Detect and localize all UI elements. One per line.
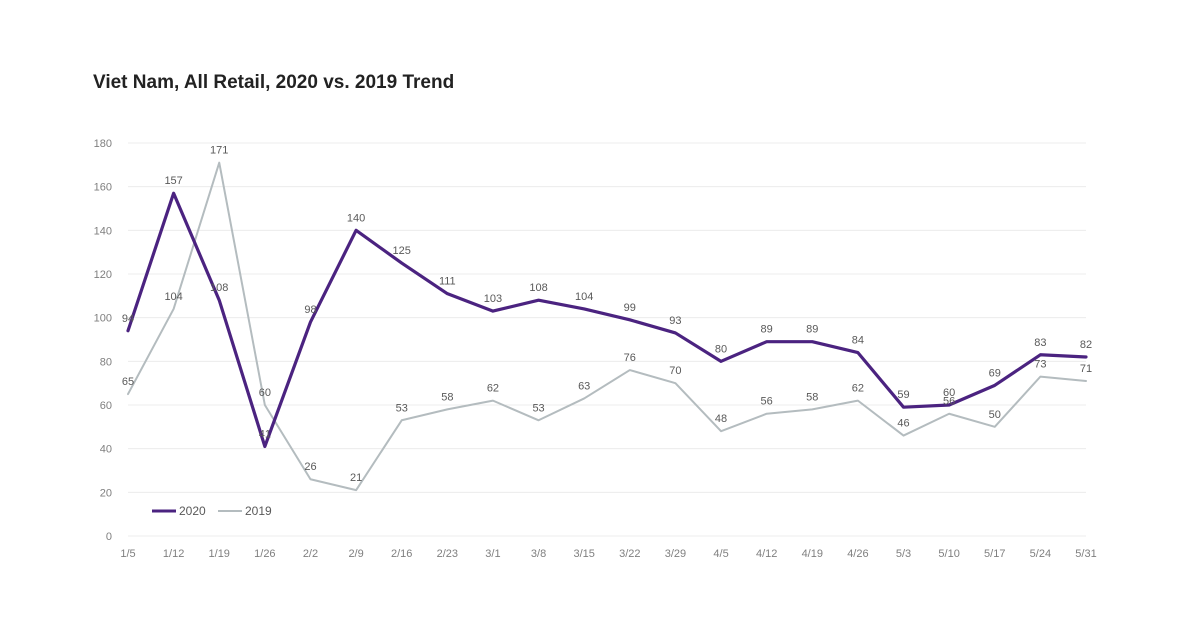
data-label-2020: 140: [347, 212, 365, 224]
data-label-2020: 89: [761, 324, 773, 336]
data-label-2020: 82: [1080, 339, 1092, 351]
data-label-2020: 99: [624, 302, 636, 314]
data-label-2019: 56: [943, 396, 955, 408]
x-tick-label: 2/2: [303, 548, 318, 560]
chart-title: Viet Nam, All Retail, 2020 vs. 2019 Tren…: [93, 72, 455, 93]
series-line-2020: [126, 191, 1088, 449]
legend-label-2019: 2019: [245, 504, 272, 518]
y-tick-label: 120: [94, 269, 112, 281]
data-label-2019: 48: [715, 413, 727, 425]
data-label-2019: 58: [806, 391, 818, 403]
x-tick-label: 5/24: [1030, 548, 1051, 560]
x-tick-label: 1/12: [163, 548, 184, 560]
data-label-2020: 69: [989, 367, 1001, 379]
data-label-2019: 76: [624, 352, 636, 364]
data-label-2020: 80: [715, 343, 727, 355]
data-label-2020: 60: [943, 387, 955, 399]
data-label-2020: 41: [259, 428, 271, 440]
data-label-2020: 84: [852, 335, 864, 347]
x-tick-label: 5/10: [938, 548, 959, 560]
data-label-2020: 125: [393, 245, 411, 257]
data-label-2020: 83: [1034, 337, 1046, 349]
x-tick-label: 3/22: [619, 548, 640, 560]
data-label-2019: 62: [852, 383, 864, 395]
y-axis: 0 20 40 60 80 100 120 140 160 180: [94, 138, 112, 543]
series-lines: [126, 161, 1088, 492]
y-tick-label: 60: [100, 400, 112, 412]
data-label-2019: 71: [1080, 363, 1092, 375]
x-tick-label: 3/1: [485, 548, 500, 560]
x-tick-label: 4/5: [713, 548, 728, 560]
data-label-2020: 104: [575, 291, 593, 303]
data-label-2020: 98: [304, 304, 316, 316]
x-axis: 1/5 1/12 1/19 1/26 2/2 2/9 2/16 2/23 3/1 3/8 3/15 3…: [120, 548, 1096, 560]
data-label-2019: 58: [441, 391, 453, 403]
data-label-2020: 108: [529, 282, 547, 294]
x-tick-label: 5/17: [984, 548, 1005, 560]
data-label-2020: 93: [669, 315, 681, 327]
x-tick-label: 5/3: [896, 548, 911, 560]
x-tick-label: 4/19: [802, 548, 823, 560]
y-tick-label: 140: [94, 225, 112, 237]
data-label-2019: 21: [350, 472, 362, 484]
legend-label-2020: 2020: [179, 504, 206, 518]
y-tick-label: 100: [94, 313, 112, 325]
y-tick-label: 160: [94, 182, 112, 194]
x-tick-label: 2/9: [348, 548, 363, 560]
data-label-2020: 59: [897, 389, 909, 401]
data-label-2019: 60: [259, 387, 271, 399]
x-tick-label: 4/26: [847, 548, 868, 560]
x-tick-label: 3/15: [573, 548, 594, 560]
gridlines: [128, 142, 1086, 537]
x-tick-label: 1/26: [254, 548, 275, 560]
series-line-2019: [127, 161, 1087, 492]
y-tick-label: 20: [100, 487, 112, 499]
data-label-2019: 73: [1034, 359, 1046, 371]
y-tick-label: 0: [106, 531, 112, 543]
x-tick-label: 5/31: [1075, 548, 1096, 560]
data-label-2019: 171: [210, 145, 228, 157]
data-label-2019: 104: [164, 291, 182, 303]
data-label-2019: 50: [989, 409, 1001, 421]
data-label-2019: 53: [532, 402, 544, 414]
data-label-2020: 108: [210, 282, 228, 294]
x-tick-label: 4/12: [756, 548, 777, 560]
legend: 2020 2019: [152, 504, 272, 518]
data-label-2019: 70: [669, 365, 681, 377]
x-tick-label: 3/29: [665, 548, 686, 560]
x-tick-label: 3/8: [531, 548, 546, 560]
x-tick-label: 1/5: [120, 548, 135, 560]
data-label-2019: 46: [897, 418, 909, 430]
x-tick-label: 2/16: [391, 548, 412, 560]
data-label-2020: 94: [122, 313, 134, 325]
y-tick-label: 40: [100, 444, 112, 456]
data-label-2020: 89: [806, 324, 818, 336]
data-label-2020: 103: [484, 293, 502, 305]
data-label-2019: 56: [761, 396, 773, 408]
data-label-2020: 111: [439, 276, 456, 288]
y-tick-label: 80: [100, 356, 112, 368]
data-label-2019: 26: [304, 461, 316, 473]
data-label-2019: 65: [122, 376, 134, 388]
data-label-2019: 62: [487, 383, 499, 395]
data-labels: 94 157 108 41 98 140 125 111 103 108 104 99 93 80 89 89…: [122, 145, 1092, 485]
data-label-2019: 63: [578, 380, 590, 392]
data-label-2020: 157: [164, 175, 182, 187]
x-tick-label: 2/23: [437, 548, 458, 560]
y-tick-label: 180: [94, 138, 112, 150]
x-tick-label: 1/19: [209, 548, 230, 560]
data-label-2019: 53: [396, 402, 408, 414]
